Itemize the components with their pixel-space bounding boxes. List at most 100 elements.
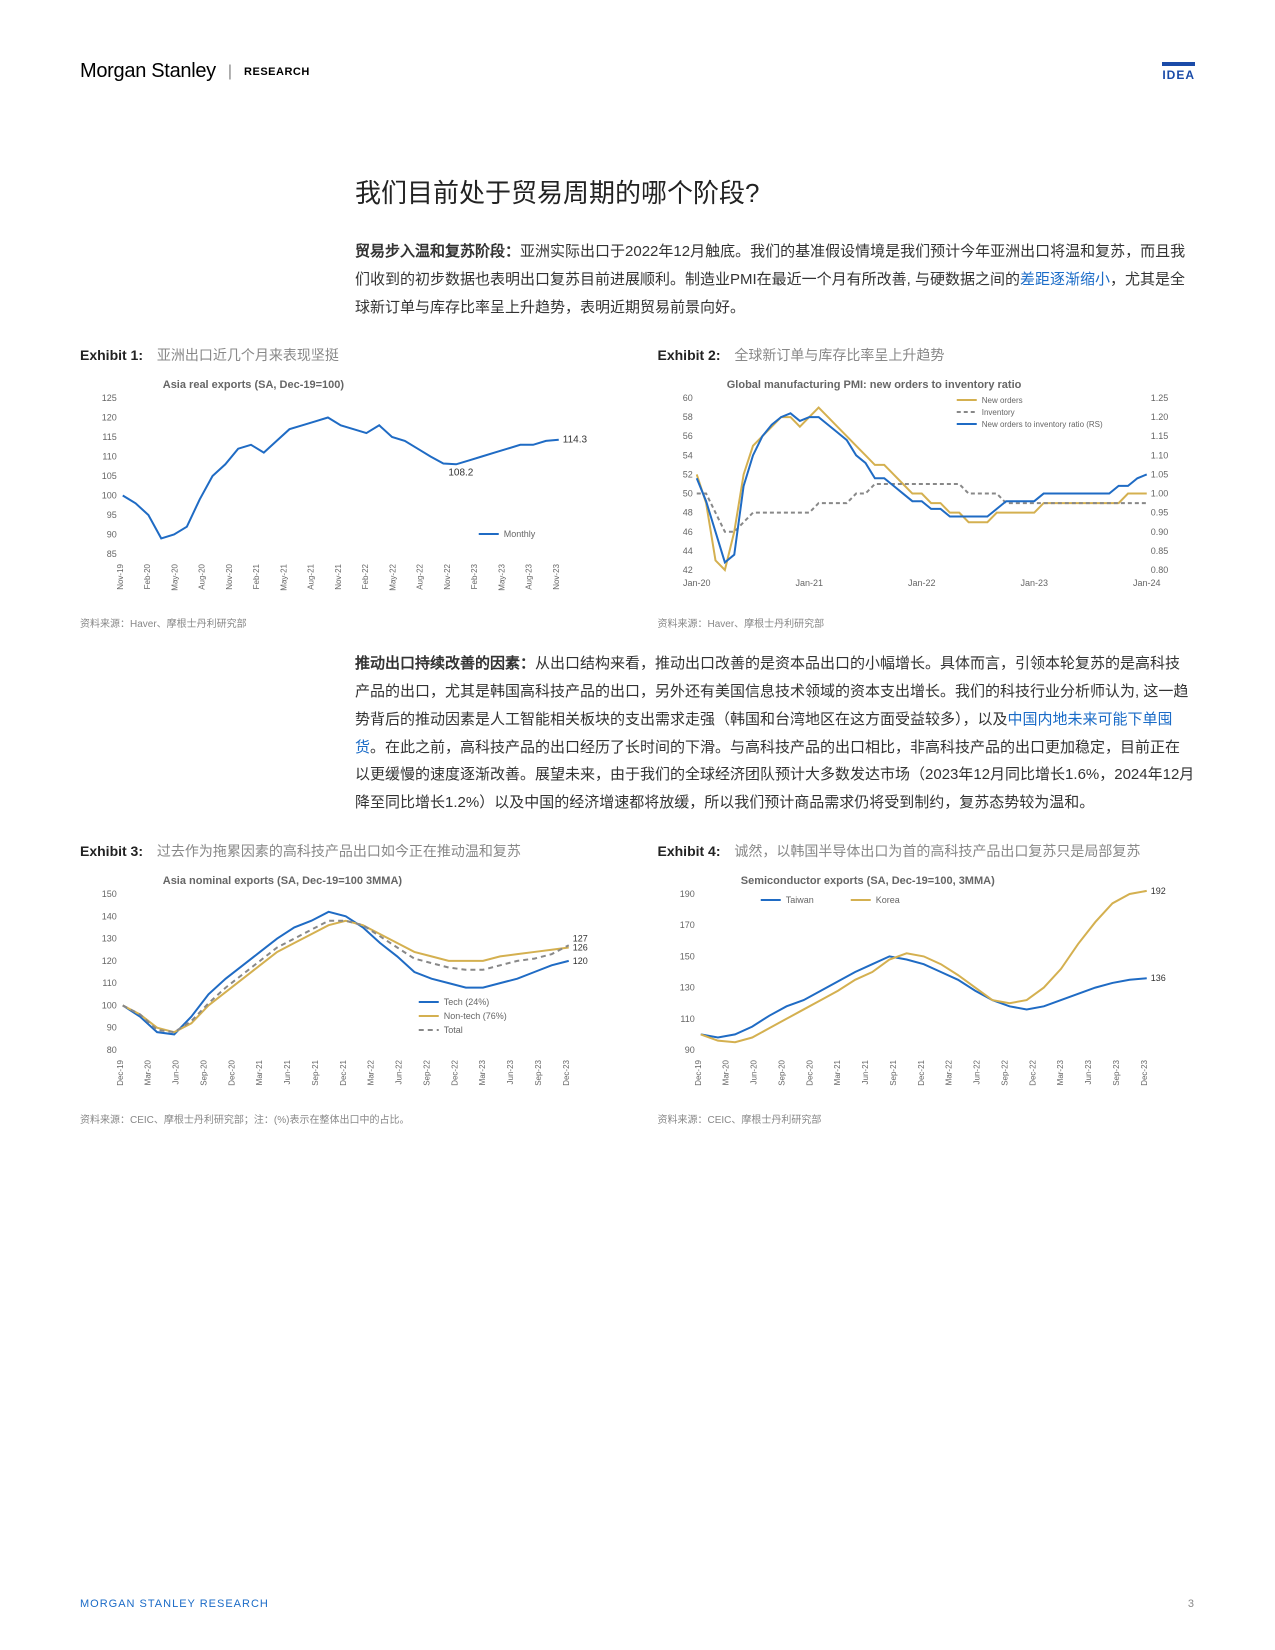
svg-text:Sep-21: Sep-21 bbox=[311, 1059, 320, 1085]
svg-text:Mar-21: Mar-21 bbox=[255, 1059, 264, 1085]
paragraph-2: 推动出口持续改善的因素：从出口结构来看，推动出口改善的是资本品出口的小幅增长。具… bbox=[355, 650, 1195, 817]
svg-text:Dec-21: Dec-21 bbox=[916, 1059, 925, 1085]
svg-text:126: 126 bbox=[573, 942, 588, 952]
svg-text:May-22: May-22 bbox=[388, 564, 397, 591]
svg-text:110: 110 bbox=[102, 452, 116, 462]
svg-text:Jun-22: Jun-22 bbox=[972, 1059, 981, 1084]
svg-text:Inventory: Inventory bbox=[981, 408, 1014, 417]
svg-text:Asia real exports (SA, Dec-19=: Asia real exports (SA, Dec-19=100) bbox=[163, 379, 345, 391]
exhibit1-chart: Asia real exports (SA, Dec-19=100)859095… bbox=[80, 374, 618, 604]
svg-text:Tech (24%): Tech (24%) bbox=[444, 997, 490, 1007]
svg-text:Jun-21: Jun-21 bbox=[283, 1059, 292, 1084]
svg-text:1.00: 1.00 bbox=[1150, 489, 1168, 499]
svg-text:1.10: 1.10 bbox=[1150, 451, 1168, 461]
charts-row-2: Exhibit 3: 过去作为拖累因素的高科技产品出口如今正在推动温和复苏 As… bbox=[80, 841, 1195, 1126]
svg-text:Aug-21: Aug-21 bbox=[307, 564, 316, 590]
svg-text:0.85: 0.85 bbox=[1150, 546, 1168, 556]
exhibit2-title: Exhibit 2: 全球新订单与库存比率呈上升趋势 bbox=[658, 345, 1196, 366]
svg-text:100: 100 bbox=[102, 1000, 117, 1010]
svg-text:Sep-21: Sep-21 bbox=[888, 1059, 897, 1085]
svg-text:80: 80 bbox=[107, 1045, 117, 1055]
svg-text:90: 90 bbox=[107, 530, 117, 540]
svg-text:48: 48 bbox=[682, 508, 692, 518]
svg-text:Jan-23: Jan-23 bbox=[1020, 578, 1048, 588]
exhibit-4: Exhibit 4: 诚然，以韩国半导体出口为首的高科技产品出口复苏只是局部复苏… bbox=[658, 841, 1196, 1126]
svg-text:100: 100 bbox=[102, 491, 117, 501]
svg-text:Dec-20: Dec-20 bbox=[805, 1059, 814, 1085]
svg-text:110: 110 bbox=[102, 978, 116, 988]
svg-text:Nov-23: Nov-23 bbox=[552, 564, 561, 590]
para2-tail: 。在此之前，高科技产品的出口经历了长时间的下滑。与高科技产品的出口相比，非高科技… bbox=[355, 739, 1194, 812]
exhibit1-label: Exhibit 1: bbox=[80, 347, 143, 363]
svg-text:Dec-20: Dec-20 bbox=[227, 1059, 236, 1085]
svg-text:Sep-23: Sep-23 bbox=[534, 1059, 543, 1085]
exhibit2-source: 资料来源：Haver、摩根士丹利研究部 bbox=[658, 615, 1196, 630]
svg-text:Sep-22: Sep-22 bbox=[422, 1059, 431, 1085]
svg-text:Feb-21: Feb-21 bbox=[252, 564, 261, 590]
svg-text:Monthly: Monthly bbox=[504, 529, 536, 539]
svg-text:192: 192 bbox=[1150, 886, 1165, 896]
exhibit1-title: Exhibit 1: 亚洲出口近几个月来表现坚挺 bbox=[80, 345, 618, 366]
svg-text:136: 136 bbox=[1150, 973, 1165, 983]
svg-text:Dec-22: Dec-22 bbox=[450, 1059, 459, 1085]
svg-text:150: 150 bbox=[102, 889, 117, 899]
page-footer: MORGAN STANLEY RESEARCH 3 bbox=[80, 1598, 1195, 1610]
svg-text:Mar-23: Mar-23 bbox=[478, 1059, 487, 1085]
svg-text:44: 44 bbox=[682, 546, 692, 556]
svg-text:Feb-22: Feb-22 bbox=[361, 564, 370, 590]
svg-text:90: 90 bbox=[684, 1045, 694, 1055]
svg-text:Nov-19: Nov-19 bbox=[116, 564, 125, 590]
brand-name: Morgan Stanley bbox=[80, 60, 216, 83]
svg-text:56: 56 bbox=[682, 431, 692, 441]
svg-text:Global manufacturing PMI: new: Global manufacturing PMI: new orders to … bbox=[726, 379, 1021, 391]
svg-text:May-20: May-20 bbox=[170, 564, 179, 591]
svg-text:Nov-21: Nov-21 bbox=[334, 564, 343, 590]
page-header: Morgan Stanley | RESEARCH IDEA bbox=[80, 60, 1195, 83]
svg-text:Jun-23: Jun-23 bbox=[506, 1059, 515, 1084]
svg-text:110: 110 bbox=[680, 1014, 694, 1024]
svg-text:Jan-24: Jan-24 bbox=[1132, 578, 1160, 588]
exhibit-3: Exhibit 3: 过去作为拖累因素的高科技产品出口如今正在推动温和复苏 As… bbox=[80, 841, 618, 1126]
exhibit3-label: Exhibit 3: bbox=[80, 843, 143, 859]
svg-text:Jun-23: Jun-23 bbox=[1084, 1059, 1093, 1084]
svg-text:130: 130 bbox=[102, 933, 117, 943]
svg-text:Jan-20: Jan-20 bbox=[682, 578, 710, 588]
svg-text:95: 95 bbox=[107, 510, 117, 520]
svg-text:60: 60 bbox=[682, 393, 692, 403]
svg-text:90: 90 bbox=[107, 1022, 117, 1032]
svg-text:Asia nominal exports (SA, Dec-: Asia nominal exports (SA, Dec-19=100 3MM… bbox=[163, 875, 403, 887]
svg-text:1.15: 1.15 bbox=[1150, 431, 1168, 441]
svg-text:120: 120 bbox=[102, 956, 117, 966]
svg-text:New orders: New orders bbox=[981, 396, 1022, 405]
svg-text:140: 140 bbox=[102, 911, 117, 921]
svg-text:New orders to inventory ratio: New orders to inventory ratio (RS) bbox=[981, 420, 1102, 429]
svg-text:Mar-22: Mar-22 bbox=[944, 1059, 953, 1085]
svg-text:0.95: 0.95 bbox=[1150, 508, 1168, 518]
para1-link[interactable]: 差距逐渐缩小 bbox=[1020, 271, 1110, 288]
svg-text:Nov-20: Nov-20 bbox=[225, 564, 234, 590]
svg-text:Jun-20: Jun-20 bbox=[749, 1059, 758, 1084]
exhibit3-desc: 过去作为拖累因素的高科技产品出口如今正在推动温和复苏 bbox=[157, 843, 521, 859]
para2-lead: 推动出口持续改善的因素： bbox=[355, 655, 535, 672]
svg-text:125: 125 bbox=[102, 393, 117, 403]
brand-division: RESEARCH bbox=[244, 66, 310, 78]
svg-text:May-23: May-23 bbox=[497, 564, 506, 591]
exhibit4-chart: Semiconductor exports (SA, Dec-19=100, 3… bbox=[658, 870, 1196, 1100]
svg-text:108.2: 108.2 bbox=[448, 468, 473, 479]
svg-text:190: 190 bbox=[679, 889, 694, 899]
exhibit4-label: Exhibit 4: bbox=[658, 843, 721, 859]
exhibit2-desc: 全球新订单与库存比率呈上升趋势 bbox=[734, 347, 944, 363]
svg-text:Jan-21: Jan-21 bbox=[795, 578, 823, 588]
brand-divider: | bbox=[228, 63, 232, 81]
svg-text:1.20: 1.20 bbox=[1150, 412, 1168, 422]
svg-text:Feb-23: Feb-23 bbox=[470, 564, 479, 590]
svg-text:May-21: May-21 bbox=[279, 564, 288, 591]
svg-text:Jan-22: Jan-22 bbox=[907, 578, 935, 588]
svg-text:105: 105 bbox=[102, 471, 117, 481]
svg-text:Nov-22: Nov-22 bbox=[443, 564, 452, 590]
svg-text:130: 130 bbox=[679, 982, 694, 992]
svg-text:Non-tech (76%): Non-tech (76%) bbox=[444, 1011, 507, 1021]
svg-text:Dec-23: Dec-23 bbox=[1139, 1059, 1148, 1085]
svg-text:54: 54 bbox=[682, 451, 692, 461]
svg-text:Sep-20: Sep-20 bbox=[199, 1059, 208, 1085]
